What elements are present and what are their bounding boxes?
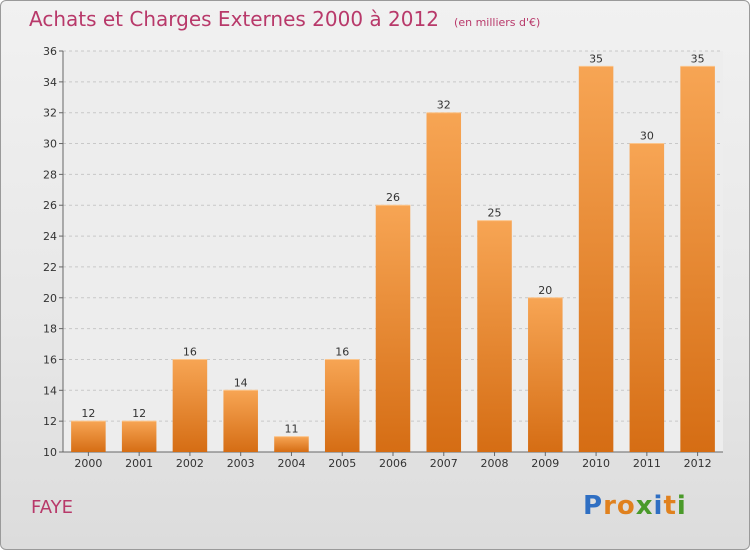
chart-subtitle: (en milliers d'€) <box>454 16 541 29</box>
bar-value-label: 20 <box>538 284 552 297</box>
logo-letter: i <box>653 491 664 521</box>
x-tick-label: 2003 <box>227 457 255 470</box>
bar-value-label: 16 <box>335 345 349 358</box>
bar <box>477 220 512 452</box>
logo-letter: t <box>663 491 677 521</box>
y-tick-label: 14 <box>43 384 57 397</box>
bar <box>426 112 462 452</box>
x-tick-label: 2011 <box>633 457 661 470</box>
x-tick-label: 2008 <box>481 457 509 470</box>
y-tick-label: 36 <box>43 45 57 58</box>
logo-letter: r <box>603 491 617 521</box>
y-tick-label: 20 <box>43 292 57 305</box>
y-tick-label: 24 <box>43 230 57 243</box>
bar-value-label: 25 <box>488 207 502 220</box>
bar-value-label: 12 <box>132 407 146 420</box>
proxiti-logo: Proxiti <box>583 491 687 521</box>
bar-value-label: 32 <box>437 99 451 112</box>
bar <box>578 66 614 452</box>
x-tick-label: 2004 <box>277 457 305 470</box>
y-tick-label: 18 <box>43 323 57 336</box>
bar-value-label: 30 <box>640 130 654 143</box>
chart-title-group: Achats et Charges Externes 2000 à 2012 (… <box>29 7 540 31</box>
y-tick-label: 12 <box>43 415 57 428</box>
bar <box>680 66 715 452</box>
y-tick-label: 34 <box>43 76 57 89</box>
bar-value-label: 35 <box>691 52 705 65</box>
logo-letter: i <box>676 491 687 521</box>
commune-name: FAYE <box>31 497 73 518</box>
bar <box>223 390 258 452</box>
logo-letter: x <box>635 491 654 521</box>
bar-value-label: 26 <box>386 191 400 204</box>
y-tick-label: 10 <box>43 446 57 459</box>
y-tick-label: 16 <box>43 353 57 366</box>
bar <box>528 297 563 452</box>
x-tick-label: 2012 <box>684 457 712 470</box>
bar <box>629 143 665 453</box>
y-tick-label: 30 <box>43 138 57 151</box>
bar-value-label: 14 <box>234 376 248 389</box>
chart-title: Achats et Charges Externes 2000 à 2012 <box>29 7 439 31</box>
x-tick-label: 2006 <box>379 457 407 470</box>
bar <box>121 421 157 452</box>
x-tick-label: 2005 <box>328 457 356 470</box>
x-tick-label: 2000 <box>74 457 102 470</box>
y-tick-label: 26 <box>43 199 57 212</box>
bar-value-label: 12 <box>81 407 95 420</box>
y-tick-label: 28 <box>43 168 57 181</box>
y-tick-label: 32 <box>43 107 57 120</box>
bar <box>71 421 106 452</box>
bar <box>375 205 411 452</box>
bar <box>274 436 309 452</box>
x-tick-label: 2010 <box>582 457 610 470</box>
bar <box>172 359 208 452</box>
bar-value-label: 11 <box>284 423 298 436</box>
bar <box>324 359 360 452</box>
logo-letter: P <box>583 491 604 521</box>
x-tick-label: 2002 <box>176 457 204 470</box>
logo-letter: o <box>616 491 636 521</box>
x-tick-label: 2001 <box>125 457 153 470</box>
x-tick-label: 2009 <box>531 457 559 470</box>
bar-value-label: 35 <box>589 52 603 65</box>
bar-value-label: 16 <box>183 345 197 358</box>
x-tick-label: 2007 <box>430 457 458 470</box>
y-tick-label: 22 <box>43 261 57 274</box>
